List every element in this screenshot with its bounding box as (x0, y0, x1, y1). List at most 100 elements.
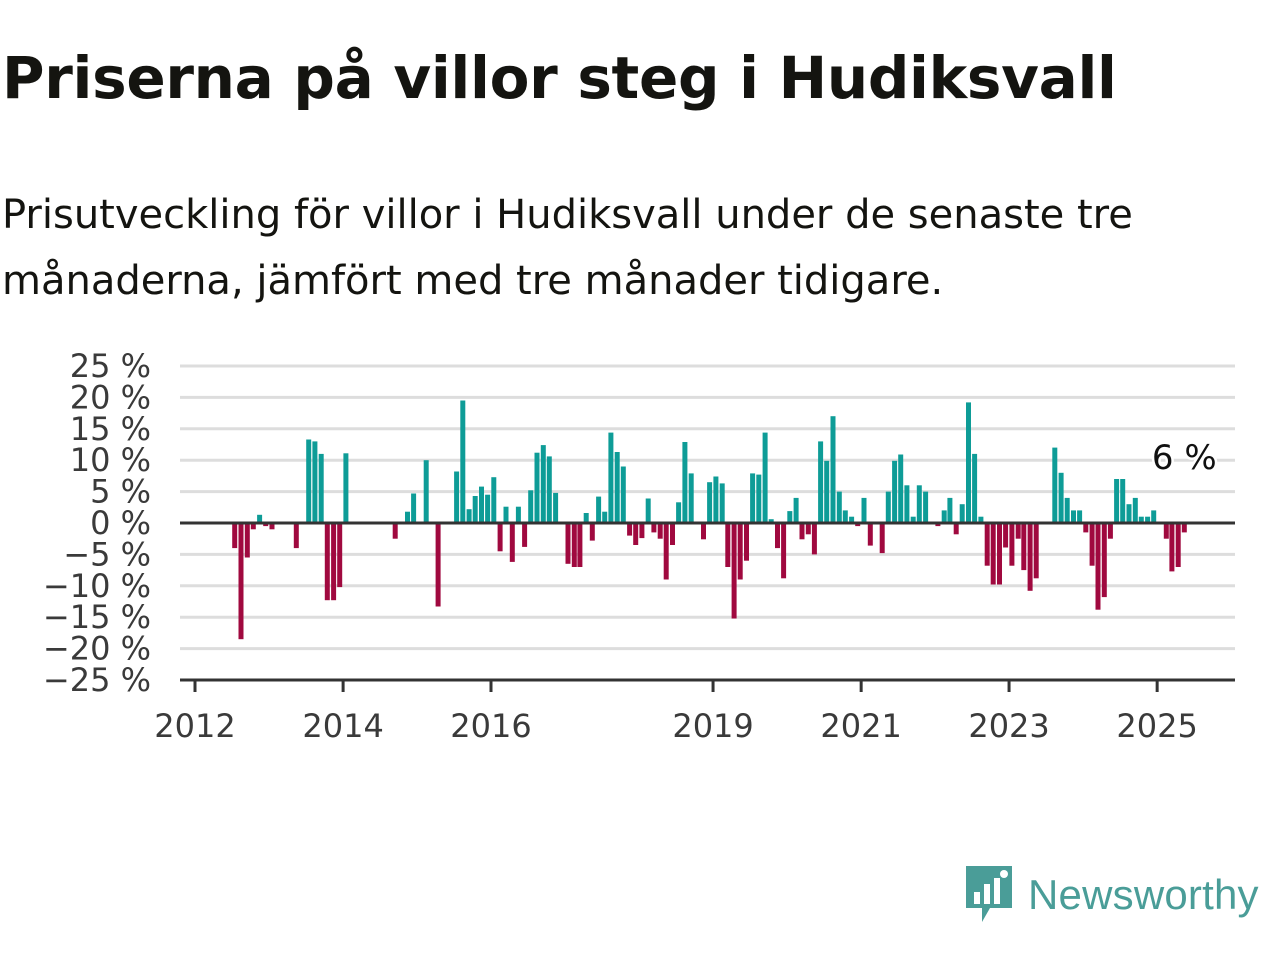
bar (435, 523, 441, 607)
bar (725, 523, 731, 567)
bar (1027, 523, 1033, 591)
bar (614, 452, 620, 523)
bar (1169, 523, 1175, 572)
bar (509, 523, 515, 562)
bar (651, 523, 657, 533)
bar (1163, 523, 1169, 539)
bar (663, 523, 669, 580)
bar (324, 523, 330, 601)
bar (627, 523, 633, 536)
bar (645, 498, 651, 523)
bar (701, 523, 706, 540)
bar (910, 516, 916, 523)
bar (1083, 523, 1089, 533)
bar (849, 516, 855, 523)
newsworthy-logo: Newsworthy (964, 862, 1259, 928)
bar (787, 511, 793, 523)
bar (293, 523, 299, 549)
bar (479, 486, 484, 523)
bar (608, 432, 614, 523)
bar (565, 523, 571, 564)
bar (676, 502, 682, 523)
bar-chart-bubble-icon (966, 866, 1012, 922)
bar (589, 523, 595, 541)
bar (1021, 523, 1027, 571)
bar (485, 494, 491, 523)
bar (257, 514, 263, 523)
y-tick-label: −5 % (63, 535, 151, 573)
bar (553, 492, 559, 523)
bar (935, 523, 941, 527)
bar (466, 509, 472, 523)
x-tick-label: 2023 (968, 707, 1049, 745)
bar (799, 523, 805, 540)
bar (497, 523, 503, 552)
bar (522, 523, 528, 547)
bar (972, 453, 978, 523)
bar (836, 491, 842, 523)
y-tick-label: 20 % (70, 378, 151, 416)
bar (990, 523, 996, 585)
bar (306, 439, 312, 523)
bar (1003, 523, 1009, 548)
bars (232, 400, 1187, 640)
bar (312, 441, 318, 523)
bar (263, 523, 269, 527)
bar (997, 523, 1002, 585)
bar (657, 523, 663, 539)
bar (1015, 523, 1021, 539)
x-tick-label: 2016 (450, 707, 531, 745)
y-tick-label: 0 % (90, 504, 151, 542)
bar (250, 523, 256, 530)
bar (719, 483, 725, 523)
bar (904, 485, 910, 523)
bar (515, 506, 521, 523)
bar (491, 477, 497, 523)
bar (232, 523, 238, 549)
bar (941, 510, 947, 523)
bar (423, 460, 429, 523)
bar (337, 523, 343, 588)
bar (707, 482, 713, 523)
bar (596, 496, 602, 523)
bar (318, 453, 324, 523)
y-tick-label: −20 % (43, 630, 151, 668)
bar (750, 473, 756, 523)
bar (855, 523, 861, 527)
bar (947, 497, 953, 523)
bar (713, 476, 719, 523)
bar (1071, 510, 1076, 523)
page-title: Priserna på villor steg i Hudiksvall (2, 44, 1117, 112)
brand-name: Newsworthy (1028, 871, 1259, 918)
bar (688, 473, 694, 523)
bar (842, 510, 848, 523)
bar (775, 523, 780, 549)
y-axis-labels: 25 %20 %15 %10 %5 %0 %−5 %−10 %−15 %−20 … (43, 347, 151, 699)
bar (670, 523, 675, 545)
y-tick-label: 5 % (90, 473, 151, 511)
bar (923, 491, 929, 523)
bar (460, 400, 466, 523)
bar (984, 523, 990, 566)
bar (744, 523, 749, 561)
bar (1033, 523, 1039, 579)
bar (737, 523, 743, 580)
bar (861, 497, 867, 523)
bar (1089, 523, 1095, 566)
bar (830, 416, 836, 523)
bar (1175, 523, 1181, 567)
bar (916, 485, 922, 523)
x-tick-label: 2025 (1116, 707, 1197, 745)
x-tick-label: 2014 (302, 707, 383, 745)
bar (1052, 447, 1058, 523)
bar (583, 513, 589, 523)
bar (811, 523, 817, 555)
bar (534, 452, 540, 523)
bar (1064, 497, 1070, 523)
y-tick-label: −15 % (43, 598, 151, 636)
bar (768, 519, 774, 523)
bar (762, 432, 768, 523)
bar (885, 491, 891, 523)
latest-value-label: 6 % (1152, 438, 1217, 478)
bar (472, 496, 478, 523)
